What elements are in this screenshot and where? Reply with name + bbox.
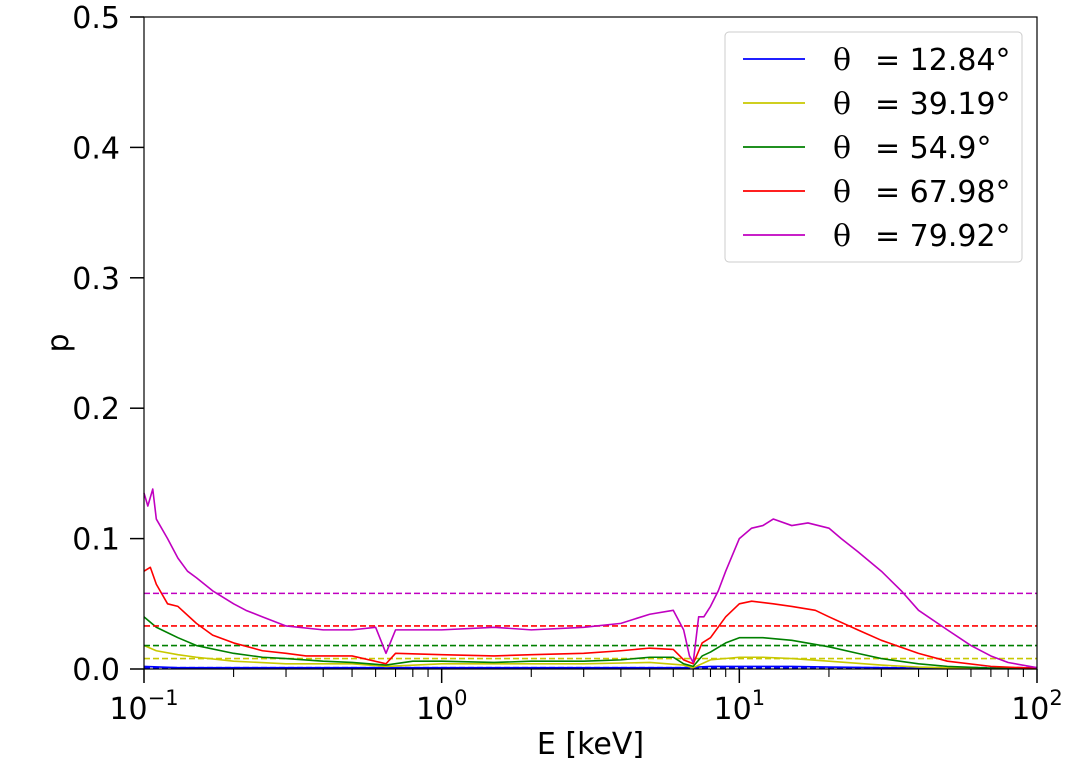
series-4-line (143, 566, 1038, 670)
legend-label-1: = 12.84° (875, 43, 1011, 78)
y-axis-label: p (41, 333, 76, 352)
y-tick-label: 0.4 (72, 131, 120, 166)
y-tick-label: 0.5 (72, 1, 120, 36)
legend-theta-symbol: θ (833, 87, 851, 122)
x-axis-label: E [keV] (537, 727, 644, 762)
legend-theta-symbol: θ (833, 175, 851, 210)
legend-box (724, 31, 1023, 263)
legend-theta-symbol: θ (833, 43, 851, 78)
series-2-line (143, 644, 1038, 670)
y-tick-label: 0.0 (72, 653, 120, 688)
y-tick-label: 0.1 (72, 523, 120, 558)
y-tick-label: 0.3 (72, 262, 120, 297)
y-tick-label: 0.2 (72, 392, 120, 427)
plot-frame (143, 16, 1038, 670)
series-3-line (143, 616, 1038, 670)
legend: θ = 12.84° θ = 39.19° θ = 54.9° θ = 67.98° θ = 79… (724, 31, 1023, 263)
legend-label-2: = 39.19° (875, 87, 1011, 122)
series-5-line (143, 488, 1038, 669)
x-tick-label: 102 (1011, 686, 1063, 727)
x-tick-label: 100 (416, 686, 468, 727)
legend-label-4: = 67.98° (875, 175, 1011, 210)
x-tick-label: 10−1 (109, 686, 178, 727)
legend-theta-symbol: θ (833, 219, 851, 254)
series-1-line (143, 665, 1038, 670)
legend-label-3: = 54.9° (875, 131, 991, 166)
ticks-layer: 0.0 0.1 0.2 0.3 0.4 0.5 10−1 100 101 102 (72, 1, 1063, 727)
series-layer (143, 488, 1038, 670)
legend-label-5: = 79.92° (875, 219, 1011, 254)
x-tick-label: 101 (714, 686, 766, 727)
legend-theta-symbol: θ (833, 131, 851, 166)
